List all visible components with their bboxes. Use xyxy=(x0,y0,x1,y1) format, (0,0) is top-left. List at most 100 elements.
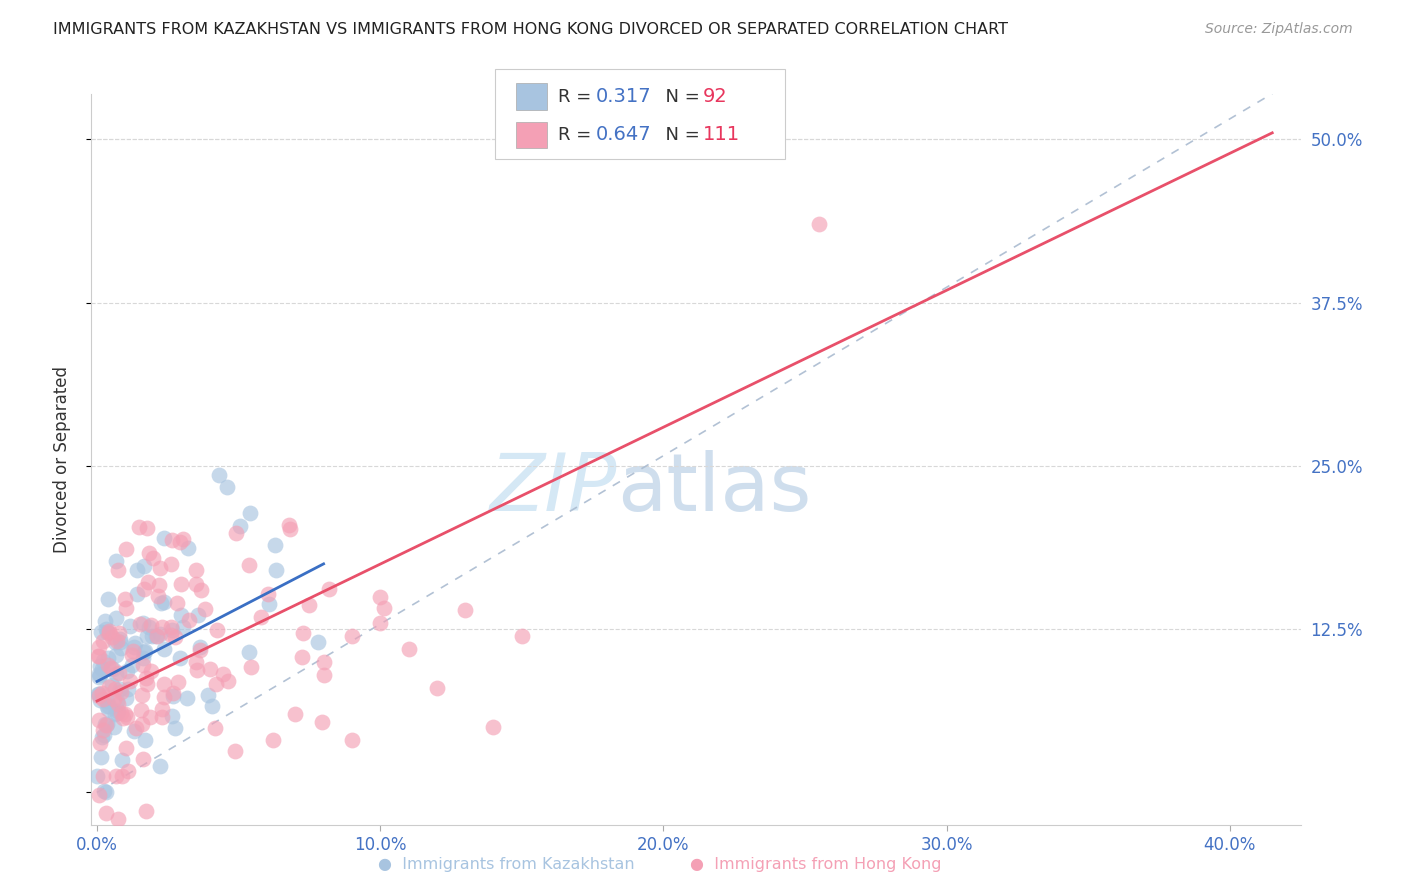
Point xyxy=(97,591,120,606)
Point xyxy=(149,759,172,773)
Point xyxy=(105,769,128,783)
Point xyxy=(139,665,162,679)
Point xyxy=(115,542,138,557)
Point xyxy=(105,666,128,681)
Text: N =: N = xyxy=(654,126,706,144)
Point xyxy=(107,563,129,577)
Point xyxy=(90,731,112,745)
Point xyxy=(134,804,156,818)
Point xyxy=(89,659,111,673)
Point xyxy=(110,769,132,783)
Point xyxy=(134,644,156,658)
Point xyxy=(184,655,207,669)
Point xyxy=(340,733,363,747)
Point xyxy=(149,596,172,610)
Point xyxy=(87,690,110,704)
Point xyxy=(89,687,111,701)
Point xyxy=(91,661,114,675)
Point xyxy=(264,538,287,552)
Point xyxy=(250,610,273,624)
Point xyxy=(93,784,115,798)
Point xyxy=(91,692,114,706)
Point xyxy=(162,709,184,723)
Point xyxy=(132,558,155,573)
Point xyxy=(107,625,129,640)
Point xyxy=(225,526,247,541)
Point xyxy=(149,627,172,641)
Point xyxy=(215,480,238,494)
Point xyxy=(194,601,217,615)
Point xyxy=(188,640,211,654)
Point xyxy=(87,713,110,727)
Point xyxy=(162,690,184,704)
Point xyxy=(100,661,122,675)
Point xyxy=(104,681,127,696)
Point xyxy=(132,616,155,631)
Point xyxy=(170,607,193,622)
Point xyxy=(104,706,127,721)
Point xyxy=(105,706,128,721)
Point xyxy=(124,636,146,650)
Point xyxy=(162,623,184,637)
Point xyxy=(166,674,188,689)
Point xyxy=(148,577,170,591)
Point xyxy=(103,720,125,734)
Point xyxy=(103,662,125,676)
Point xyxy=(162,686,184,700)
Point xyxy=(131,688,153,702)
Point xyxy=(166,596,188,610)
Point xyxy=(217,674,239,689)
Point xyxy=(128,520,150,534)
Point xyxy=(110,681,132,696)
Point xyxy=(134,733,156,747)
Point xyxy=(117,709,139,723)
Point xyxy=(89,667,111,681)
Point xyxy=(110,685,132,699)
Point xyxy=(136,677,159,691)
Point xyxy=(111,753,134,767)
Point xyxy=(152,595,174,609)
Point xyxy=(187,608,209,623)
Text: atlas: atlas xyxy=(617,450,811,528)
Point xyxy=(454,602,477,616)
Point xyxy=(111,711,134,725)
Point xyxy=(91,686,114,700)
Point xyxy=(307,634,329,648)
Point xyxy=(86,769,108,783)
Point xyxy=(93,728,115,742)
Point xyxy=(114,741,136,756)
Point xyxy=(169,535,191,549)
Point xyxy=(257,597,280,611)
Text: ZIP: ZIP xyxy=(491,450,617,528)
Point xyxy=(153,642,176,657)
Point xyxy=(127,587,149,601)
Point xyxy=(117,764,139,778)
Point xyxy=(103,692,125,706)
Text: ●  Immigrants from Hong Kong: ● Immigrants from Hong Kong xyxy=(690,857,941,872)
Point xyxy=(118,673,141,688)
Point xyxy=(124,724,146,739)
Point xyxy=(135,671,157,685)
Point xyxy=(93,614,115,628)
Point xyxy=(238,558,260,573)
Point xyxy=(122,644,145,658)
Point xyxy=(104,635,127,649)
Point xyxy=(94,622,117,636)
Point xyxy=(96,698,118,713)
Point xyxy=(110,641,132,656)
Point xyxy=(149,561,172,575)
Point xyxy=(135,629,157,643)
Point xyxy=(150,620,173,634)
Point xyxy=(139,617,162,632)
Point xyxy=(150,710,173,724)
Point xyxy=(98,680,121,694)
Point xyxy=(131,716,153,731)
Point xyxy=(264,563,287,577)
Point xyxy=(129,617,152,632)
Point xyxy=(97,657,120,672)
Point xyxy=(94,716,117,731)
Point xyxy=(165,721,187,735)
Point xyxy=(94,718,117,732)
Point xyxy=(122,640,145,655)
Point xyxy=(89,667,111,681)
